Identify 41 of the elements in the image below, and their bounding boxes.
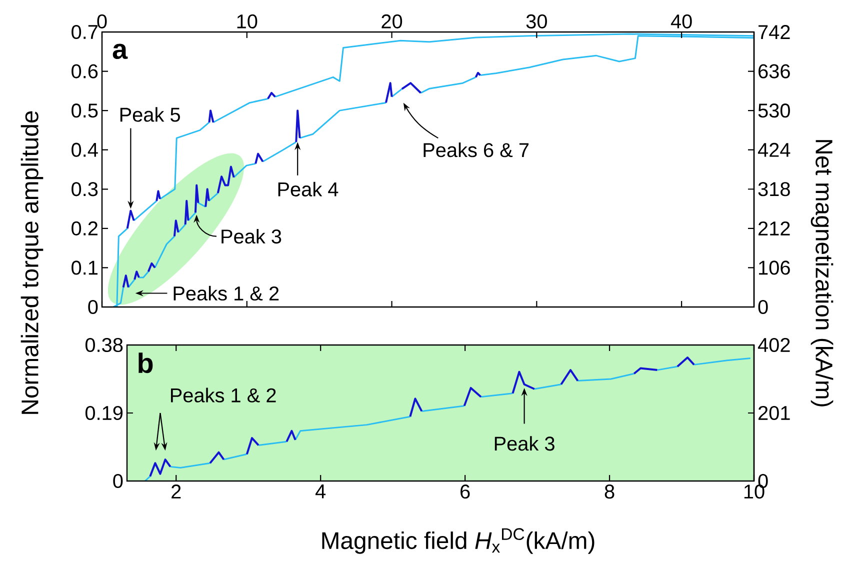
- y2-tick-label: 636: [758, 64, 790, 78]
- x-tick-label: 10: [237, 14, 258, 28]
- y2-tick-label: 0: [758, 300, 768, 314]
- x-tick-label: 2: [172, 484, 181, 498]
- y2-tick-label: 106: [759, 260, 790, 275]
- y-tick-label: 0.5: [72, 104, 98, 118]
- x-tick-label: 30: [526, 14, 547, 28]
- y-tick-label: 0.38: [85, 338, 123, 352]
- x-axis-title: Magnetic field H$_{x}$$^{DC}$(kA/m): [322, 528, 594, 554]
- y-tick-label: 0.19: [85, 406, 123, 420]
- y-tick-label: 0.3: [72, 182, 98, 196]
- annotation: a: [112, 44, 128, 60]
- y-tick-label: 0.6: [72, 64, 98, 78]
- x-tick-label: 40: [670, 14, 692, 28]
- x-tick-label: 8: [604, 484, 614, 499]
- y2-tick-label: 212: [758, 221, 790, 236]
- annotation: Peak 3: [494, 436, 554, 451]
- annotation: Peaks 1 & 2: [174, 286, 279, 301]
- y2-axis-title: Net magnetization (kA/m): [810, 140, 834, 406]
- y-tick-label: 0.4: [72, 142, 98, 157]
- y2-tick-label: 530: [758, 104, 790, 118]
- y-tick-label: 0.2: [72, 221, 98, 236]
- y-axis-title: Normalized torque amplitude: [20, 111, 44, 414]
- y-tick-label: 0.7: [72, 24, 98, 40]
- y2-tick-label: 424: [758, 142, 790, 157]
- x-tick-label: 4: [316, 484, 326, 498]
- annotation: b: [138, 352, 153, 374]
- y2-tick-label: 742: [758, 25, 790, 39]
- y-tick-label: 0.1: [72, 260, 98, 275]
- annotation: Peak 4: [278, 182, 338, 196]
- x-tick-label: 6: [460, 484, 470, 499]
- annotation: Peaks 1 & 2: [170, 388, 276, 402]
- y2-tick-label: 402: [758, 338, 790, 352]
- annotation: Peaks 6 & 7: [424, 142, 529, 158]
- y-tick-label: 0: [88, 300, 98, 314]
- y2-tick-label: 201: [758, 406, 790, 420]
- y-tick-label: 0: [113, 474, 123, 488]
- y2-tick-label: 318: [758, 182, 790, 196]
- x-tick-label: 20: [382, 14, 402, 28]
- annotation: Peak 3: [222, 228, 282, 244]
- annotation: Peak 5: [120, 107, 180, 122]
